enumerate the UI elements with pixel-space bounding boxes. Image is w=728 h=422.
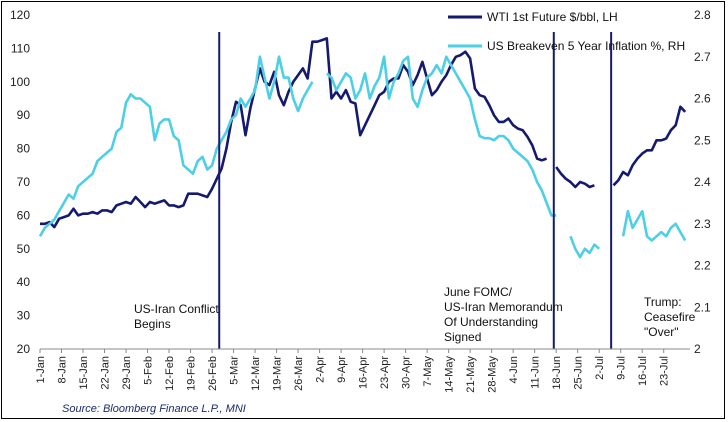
breakeven-series-line bbox=[621, 209, 687, 242]
x-tick-label: 25-Jun bbox=[573, 356, 585, 390]
x-tick-label: 26-Feb bbox=[207, 356, 219, 391]
x-tick-label: 2-Jul bbox=[594, 356, 606, 380]
left-axis-ticks: 20 30 40 50 60 70 80 90 100 110 120 bbox=[10, 8, 30, 356]
event-label: June FOMC/ bbox=[444, 285, 513, 299]
left-tick-label: 60 bbox=[17, 208, 31, 222]
wti-series-line bbox=[40, 37, 548, 229]
x-tick-label: 26-Mar bbox=[293, 356, 305, 391]
x-tick-label: 5-Mar bbox=[229, 356, 241, 385]
x-tick-label: 9-Jul bbox=[616, 356, 628, 380]
legend-label: WTI 1st Future $/bbl, LH bbox=[487, 10, 618, 24]
left-tick-label: 80 bbox=[17, 142, 31, 156]
right-axis-ticks: 2 2.1 2.2 2.3 2.4 2.5 2.6 2.7 2.8 bbox=[694, 8, 711, 356]
x-tick-label: 30-Apr bbox=[401, 356, 413, 389]
wti-series-line bbox=[612, 105, 687, 187]
breakeven-series-line bbox=[325, 55, 557, 217]
x-tick-label: 8-Jan bbox=[57, 356, 69, 384]
left-tick-label: 120 bbox=[10, 8, 30, 22]
breakeven-series-line bbox=[569, 235, 601, 259]
right-tick-label: 2.4 bbox=[694, 175, 711, 189]
event-label: "Over" bbox=[644, 325, 679, 339]
x-tick-label: 19-Feb bbox=[186, 356, 198, 391]
x-tick-label: 1-Jan bbox=[35, 356, 47, 384]
x-tick-label: 5-Feb bbox=[143, 356, 155, 385]
x-tick-label: 12-Mar bbox=[250, 356, 262, 391]
right-tick-label: 2.1 bbox=[694, 300, 711, 314]
event-label: Begins bbox=[134, 317, 171, 331]
left-tick-label: 50 bbox=[17, 242, 31, 256]
left-tick-label: 90 bbox=[17, 108, 31, 122]
right-tick-label: 2.6 bbox=[694, 92, 711, 106]
x-axis-ticks: 1-Jan 8-Jan 15-Jan 22-Jan 29-Jan 5-Feb 12-Feb 1… bbox=[35, 349, 671, 393]
left-tick-label: 100 bbox=[10, 75, 30, 89]
right-tick-label: 2.2 bbox=[694, 259, 711, 273]
x-tick-label: 16-Jul bbox=[637, 356, 649, 386]
x-tick-label: 21-May bbox=[465, 356, 477, 393]
event-label: Trump: bbox=[644, 295, 682, 309]
left-tick-label: 20 bbox=[17, 342, 31, 356]
x-tick-label: 19-Mar bbox=[272, 356, 284, 391]
legend-label: US Breakeven 5 Year Inflation %, RH bbox=[487, 39, 685, 53]
breakeven-series-line bbox=[38, 55, 314, 237]
event-label: Of Understanding bbox=[444, 315, 538, 329]
event-label: Ceasefire bbox=[644, 310, 696, 324]
x-tick-label: 29-Jan bbox=[121, 356, 133, 390]
right-tick-label: 2.3 bbox=[694, 217, 711, 231]
x-tick-label: 18-Jun bbox=[551, 356, 563, 390]
x-tick-label: 15-Jan bbox=[78, 356, 90, 390]
legend: WTI 1st Future $/bbl, LH US Breakeven 5 Y… bbox=[448, 10, 685, 53]
right-tick-label: 2.7 bbox=[694, 50, 711, 64]
left-tick-label: 110 bbox=[11, 41, 30, 55]
wti-series-line bbox=[555, 166, 595, 189]
x-tick-label: 14-May bbox=[444, 356, 456, 393]
x-tick-label: 2-Apr bbox=[315, 356, 327, 383]
right-tick-label: 2.5 bbox=[694, 133, 711, 147]
right-tick-label: 2 bbox=[694, 342, 701, 356]
x-tick-label: 28-May bbox=[487, 356, 499, 393]
source-note: Source: Bloomberg Finance L.P., MNI bbox=[62, 403, 246, 415]
x-tick-label: 12-Feb bbox=[164, 356, 176, 391]
x-tick-label: 9-Apr bbox=[336, 356, 348, 383]
left-tick-label: 40 bbox=[17, 275, 31, 289]
x-tick-label: 22-Jan bbox=[100, 356, 112, 390]
series-lines bbox=[38, 37, 687, 259]
event-label: Signed bbox=[444, 330, 481, 344]
x-tick-label: 23-Apr bbox=[379, 356, 391, 389]
event-label: US-Iran Memorandum bbox=[444, 300, 563, 314]
left-tick-label: 70 bbox=[17, 175, 31, 189]
left-tick-label: 30 bbox=[17, 309, 31, 323]
x-tick-label: 23-Jul bbox=[659, 356, 671, 386]
x-tick-label: 16-Apr bbox=[358, 356, 370, 389]
x-tick-label: 7-May bbox=[422, 356, 434, 387]
x-tick-label: 11-Jun bbox=[530, 356, 542, 389]
event-label: US-Iran Conflict bbox=[134, 302, 219, 316]
right-tick-label: 2.8 bbox=[694, 8, 711, 22]
x-tick-label: 4-Jun bbox=[508, 356, 520, 384]
